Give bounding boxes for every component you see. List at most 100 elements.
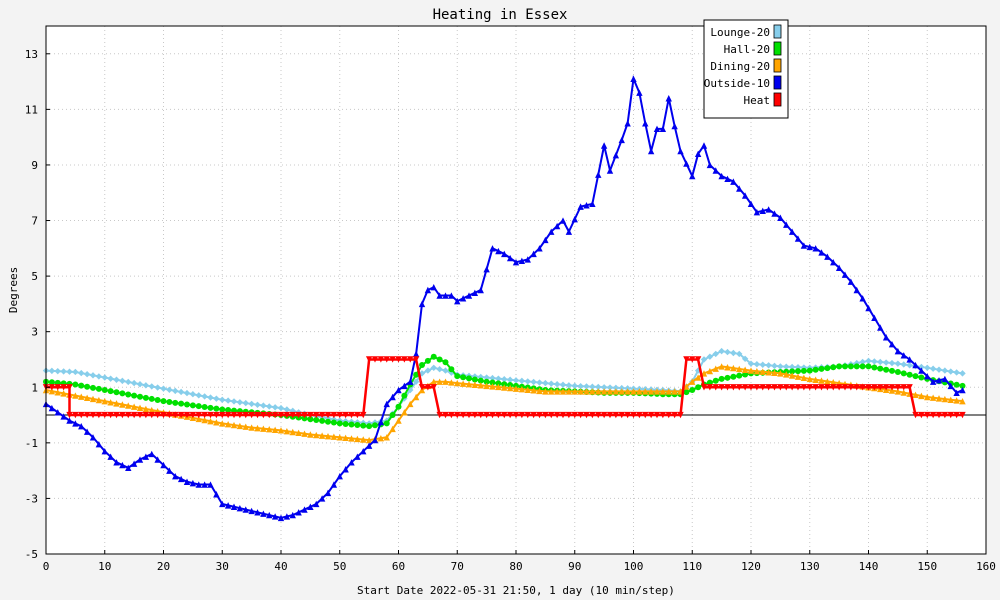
data-point xyxy=(671,122,678,130)
data-point xyxy=(559,388,567,395)
x-tick-label: 90 xyxy=(568,560,581,573)
data-point xyxy=(283,513,291,520)
data-point xyxy=(542,388,549,395)
series-lounge-20 xyxy=(42,347,966,427)
data-point xyxy=(48,367,56,375)
data-point xyxy=(501,411,508,419)
data-point xyxy=(442,359,449,366)
data-point xyxy=(929,378,937,385)
data-point xyxy=(600,384,608,391)
data-point xyxy=(166,386,173,393)
data-point xyxy=(818,377,825,384)
data-point xyxy=(266,511,273,519)
data-point xyxy=(207,394,214,401)
legend: Lounge-20 Hall-20 Dining-20 Outside-10 Heat xyxy=(703,19,789,119)
data-point xyxy=(818,384,825,391)
data-point xyxy=(442,367,449,374)
data-point xyxy=(78,422,85,430)
data-point xyxy=(495,383,502,391)
data-point xyxy=(583,383,590,390)
data-point xyxy=(777,370,784,377)
data-point xyxy=(924,411,931,419)
data-point xyxy=(689,378,696,385)
data-point xyxy=(454,297,461,305)
data-point xyxy=(125,378,132,386)
data-point xyxy=(125,464,132,472)
data-point xyxy=(83,411,91,419)
data-point xyxy=(495,380,502,387)
data-point xyxy=(530,387,537,394)
data-point xyxy=(959,411,966,419)
data-point xyxy=(741,384,749,391)
data-point xyxy=(524,256,531,263)
data-point xyxy=(224,411,232,419)
data-point xyxy=(471,381,479,388)
data-point xyxy=(694,374,702,381)
data-point xyxy=(412,393,420,401)
data-point xyxy=(365,442,373,449)
data-point xyxy=(947,411,954,419)
data-point xyxy=(454,411,461,419)
data-point xyxy=(812,384,819,391)
data-point xyxy=(606,411,614,419)
data-point xyxy=(448,292,455,299)
data-point xyxy=(72,411,79,419)
data-point xyxy=(148,383,155,390)
data-point xyxy=(777,363,784,370)
data-point xyxy=(236,411,244,419)
data-point xyxy=(712,350,719,358)
data-point xyxy=(471,376,478,383)
data-point xyxy=(888,340,896,348)
data-point xyxy=(365,436,373,444)
data-point xyxy=(78,411,85,419)
data-point xyxy=(460,374,467,381)
data-point xyxy=(571,388,578,395)
data-point xyxy=(436,292,443,299)
data-point xyxy=(818,365,825,372)
data-point xyxy=(424,367,432,374)
data-point xyxy=(800,367,807,374)
data-point xyxy=(465,381,473,388)
data-point xyxy=(489,374,496,382)
data-point xyxy=(418,384,426,391)
data-point xyxy=(230,398,238,405)
data-point xyxy=(506,254,514,262)
data-point xyxy=(301,411,308,419)
data-point xyxy=(183,411,191,419)
data-point xyxy=(101,447,108,455)
data-point xyxy=(424,357,431,364)
data-point xyxy=(630,411,637,419)
data-point xyxy=(213,419,220,426)
data-point xyxy=(54,384,61,391)
series-outside-10 xyxy=(42,75,966,522)
data-point xyxy=(742,371,749,378)
legend-label: Dining-20 xyxy=(710,60,770,73)
data-point xyxy=(724,364,731,371)
data-point xyxy=(577,382,584,390)
data-point xyxy=(60,413,67,420)
data-point xyxy=(806,243,813,251)
data-point xyxy=(295,411,302,419)
data-point xyxy=(542,411,549,419)
data-point xyxy=(759,207,766,214)
legend-label: Heat xyxy=(744,94,771,107)
data-point xyxy=(348,459,355,466)
data-point xyxy=(313,431,320,439)
data-point xyxy=(465,292,473,299)
data-point xyxy=(583,411,590,419)
data-point xyxy=(66,417,73,424)
data-point xyxy=(642,120,649,127)
data-point xyxy=(788,363,796,371)
data-point xyxy=(219,500,226,508)
data-point xyxy=(142,411,150,419)
data-point xyxy=(548,228,555,235)
data-point xyxy=(900,361,907,368)
data-point xyxy=(324,489,332,497)
y-tick-label: 11 xyxy=(25,103,38,116)
data-point xyxy=(847,384,855,391)
data-point xyxy=(830,364,837,371)
data-point xyxy=(718,384,725,391)
data-point xyxy=(842,363,848,370)
data-point xyxy=(553,411,561,419)
